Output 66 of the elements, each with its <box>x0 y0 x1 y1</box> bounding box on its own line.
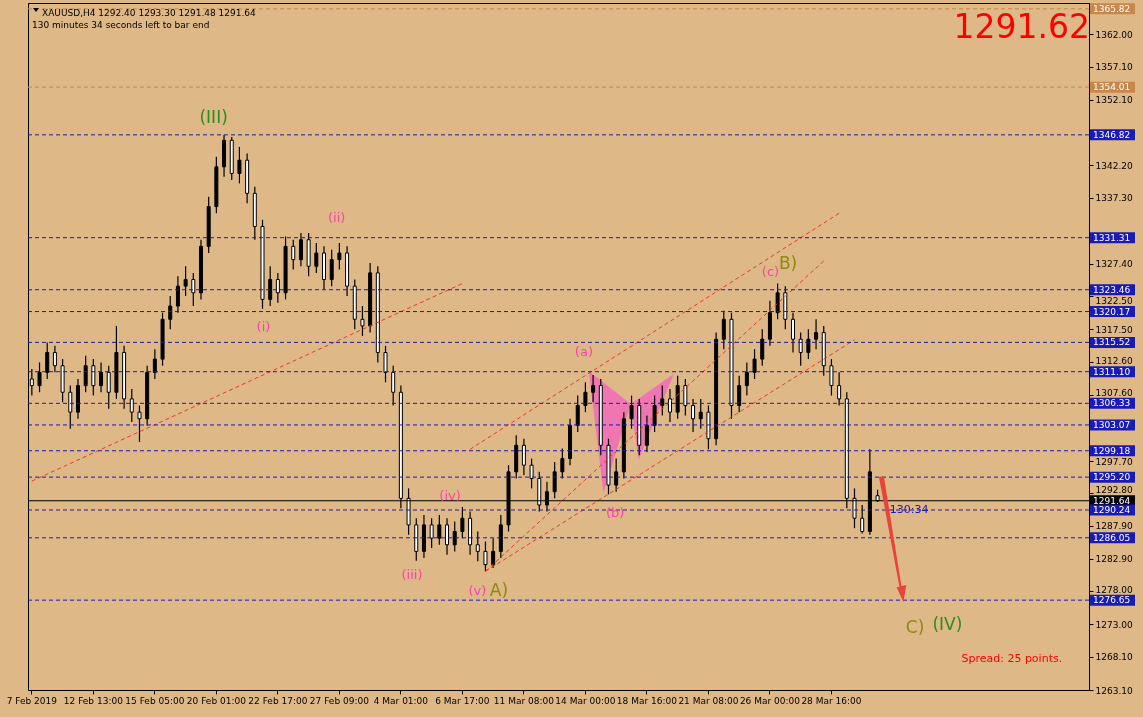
x-tick-label: 14 Mar 00:00 <box>555 695 616 706</box>
annotation: (ii) <box>328 210 346 225</box>
y-tick-label: 1352.10 <box>1095 95 1133 106</box>
y-tick-label: 1362.00 <box>1095 29 1133 40</box>
annotation: (iv) <box>439 488 461 503</box>
annotation: C) <box>905 617 925 637</box>
ref-line-label: 1299.18 <box>1093 445 1131 456</box>
ref-line-label: 1320.17 <box>1093 306 1131 317</box>
x-tick-label: 15 Feb 05:00 <box>125 695 185 706</box>
annotation: (III) <box>199 107 228 127</box>
ref-line-label: 1315.52 <box>1093 337 1131 348</box>
text: XAUUSD,H4 1292.40 1293.30 1291.48 1291.64 <box>42 8 257 18</box>
x-tick-label: 27 Feb 09:00 <box>309 695 370 706</box>
y-tick-label: 1322.50 <box>1095 296 1133 307</box>
annotation: 1291.62 <box>953 7 1090 46</box>
y-tick-label: 1268.10 <box>1095 652 1133 663</box>
y-tick-label: 1307.60 <box>1095 387 1133 398</box>
y-tick-label: 1357.10 <box>1095 62 1133 73</box>
y-tick-label: 1342.20 <box>1095 160 1133 171</box>
annotation: (c) <box>761 264 780 279</box>
ref-line-label: 1276.65 <box>1093 595 1131 606</box>
y-tick-label: 1273.00 <box>1095 619 1133 630</box>
annotation: (IV) <box>932 614 963 634</box>
x-tick-label: 22 Feb 17:00 <box>248 695 308 706</box>
x-tick-label: 12 Feb 13:00 <box>63 695 124 706</box>
x-tick-label: 7 Feb 2019 <box>6 695 58 706</box>
ref-line-label: 1331.31 <box>1093 232 1131 243</box>
text: 130 minutes 34 seconds left to bar end <box>32 20 210 30</box>
annotation: Spread: 25 points. <box>961 652 1063 665</box>
y-tick-label: 1292.80 <box>1095 485 1133 496</box>
x-tick-label: 28 Mar 16:00 <box>801 695 862 706</box>
x-tick-label: 6 Mar 17:00 <box>435 695 490 706</box>
ref-line-label: 1286.05 <box>1093 532 1131 543</box>
annotation: (v) <box>468 583 487 598</box>
ref-line-label: 1323.46 <box>1093 284 1131 295</box>
annotation: (b) <box>605 505 625 520</box>
annotation: B) <box>778 253 798 273</box>
x-tick-label: 18 Mar 16:00 <box>616 695 678 706</box>
y-tick-label: 1282.90 <box>1095 554 1133 565</box>
ref-line-label: 1346.82 <box>1093 129 1131 140</box>
x-tick-label: 21 Mar 08:00 <box>678 695 739 706</box>
ref-line-label: 1311.10 <box>1093 366 1131 377</box>
ref-line-label: 1291.64 <box>1093 495 1131 506</box>
ref-line-label: 1365.82 <box>1093 3 1131 14</box>
x-tick-label: 26 Mar 00:00 <box>739 695 801 706</box>
y-tick-label: 1327.40 <box>1095 259 1133 270</box>
y-tick-label: 1278.00 <box>1095 584 1133 595</box>
annotation: (i) <box>256 319 271 334</box>
ref-line-label: 1303.07 <box>1093 419 1131 430</box>
annotation: (iii) <box>401 567 423 582</box>
ref-line-label: 1290.24 <box>1093 505 1131 516</box>
ref-line-label: 1306.33 <box>1093 398 1131 409</box>
y-tick-label: 1337.30 <box>1095 193 1133 204</box>
y-tick-label: 1297.70 <box>1095 457 1133 468</box>
y-tick-label: 1287.90 <box>1095 521 1133 532</box>
annotation: 130:34 <box>889 503 929 516</box>
y-tick-label: 1312.60 <box>1095 356 1133 367</box>
y-tick-label: 1263.10 <box>1095 685 1133 696</box>
y-tick-label: 1317.50 <box>1095 324 1133 335</box>
x-tick-label: 20 Feb 01:00 <box>186 695 247 706</box>
annotation: A) <box>489 580 509 600</box>
ref-line-label: 1295.20 <box>1093 472 1131 483</box>
x-tick-label: 4 Mar 01:00 <box>373 695 429 706</box>
ref-line-label: 1354.01 <box>1093 82 1131 93</box>
x-tick-label: 11 Mar 08:00 <box>493 695 555 706</box>
annotation: (a) <box>574 344 593 359</box>
